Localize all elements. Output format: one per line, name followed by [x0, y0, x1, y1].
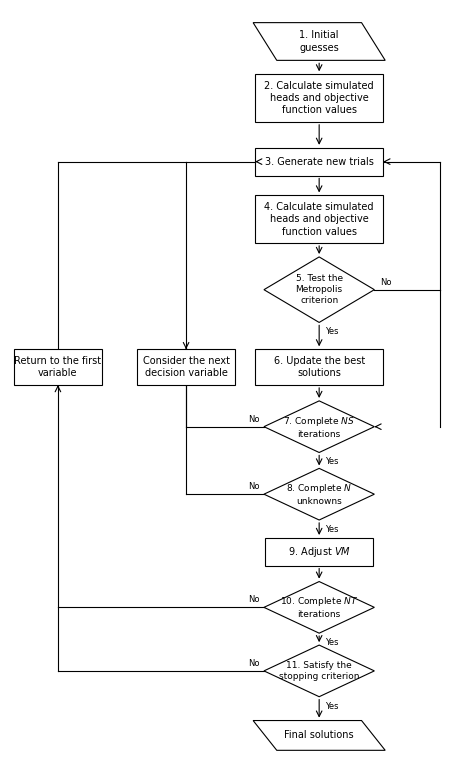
Text: Yes: Yes — [324, 525, 338, 534]
FancyBboxPatch shape — [254, 195, 382, 243]
Text: Yes: Yes — [324, 638, 338, 647]
Text: Consider the next
decision variable: Consider the next decision variable — [142, 356, 229, 378]
Text: 9. Adjust $\it{VM}$: 9. Adjust $\it{VM}$ — [287, 545, 350, 558]
FancyBboxPatch shape — [136, 349, 235, 385]
Polygon shape — [253, 23, 384, 61]
FancyBboxPatch shape — [254, 349, 382, 385]
Text: 1. Initial
guesses: 1. Initial guesses — [298, 31, 338, 53]
Text: 6. Update the best
solutions: 6. Update the best solutions — [273, 356, 364, 378]
Text: 4. Calculate simulated
heads and objective
function values: 4. Calculate simulated heads and objecti… — [264, 201, 373, 237]
FancyBboxPatch shape — [14, 349, 102, 385]
Text: 2. Calculate simulated
heads and objective
function values: 2. Calculate simulated heads and objecti… — [264, 80, 373, 116]
Text: 8. Complete $\it{N}$
unknowns: 8. Complete $\it{N}$ unknowns — [285, 482, 351, 506]
Text: No: No — [248, 414, 259, 424]
Polygon shape — [253, 721, 384, 751]
Text: No: No — [248, 595, 259, 604]
Text: No: No — [248, 483, 259, 491]
FancyBboxPatch shape — [254, 74, 382, 122]
Polygon shape — [263, 257, 374, 322]
Text: 3. Generate new trials: 3. Generate new trials — [264, 156, 373, 167]
Text: Yes: Yes — [324, 702, 338, 711]
Text: No: No — [379, 278, 391, 286]
Text: Return to the first
variable: Return to the first variable — [15, 356, 101, 378]
Polygon shape — [263, 468, 374, 520]
Text: 10. Complete $\it{NT}$
iterations: 10. Complete $\it{NT}$ iterations — [279, 595, 358, 620]
Text: 5. Test the
Metropolis
criterion: 5. Test the Metropolis criterion — [295, 274, 342, 306]
Text: No: No — [248, 659, 259, 668]
FancyBboxPatch shape — [264, 538, 373, 565]
Text: Yes: Yes — [324, 327, 338, 336]
Text: Yes: Yes — [324, 457, 338, 466]
FancyBboxPatch shape — [254, 148, 382, 175]
Text: 7. Complete $\it{NS}$
iterations: 7. Complete $\it{NS}$ iterations — [283, 414, 354, 439]
Polygon shape — [263, 401, 374, 453]
Text: Final solutions: Final solutions — [284, 731, 353, 741]
Polygon shape — [263, 645, 374, 697]
Text: 11. Satisfy the
stopping criterion: 11. Satisfy the stopping criterion — [278, 661, 359, 681]
Polygon shape — [263, 581, 374, 633]
